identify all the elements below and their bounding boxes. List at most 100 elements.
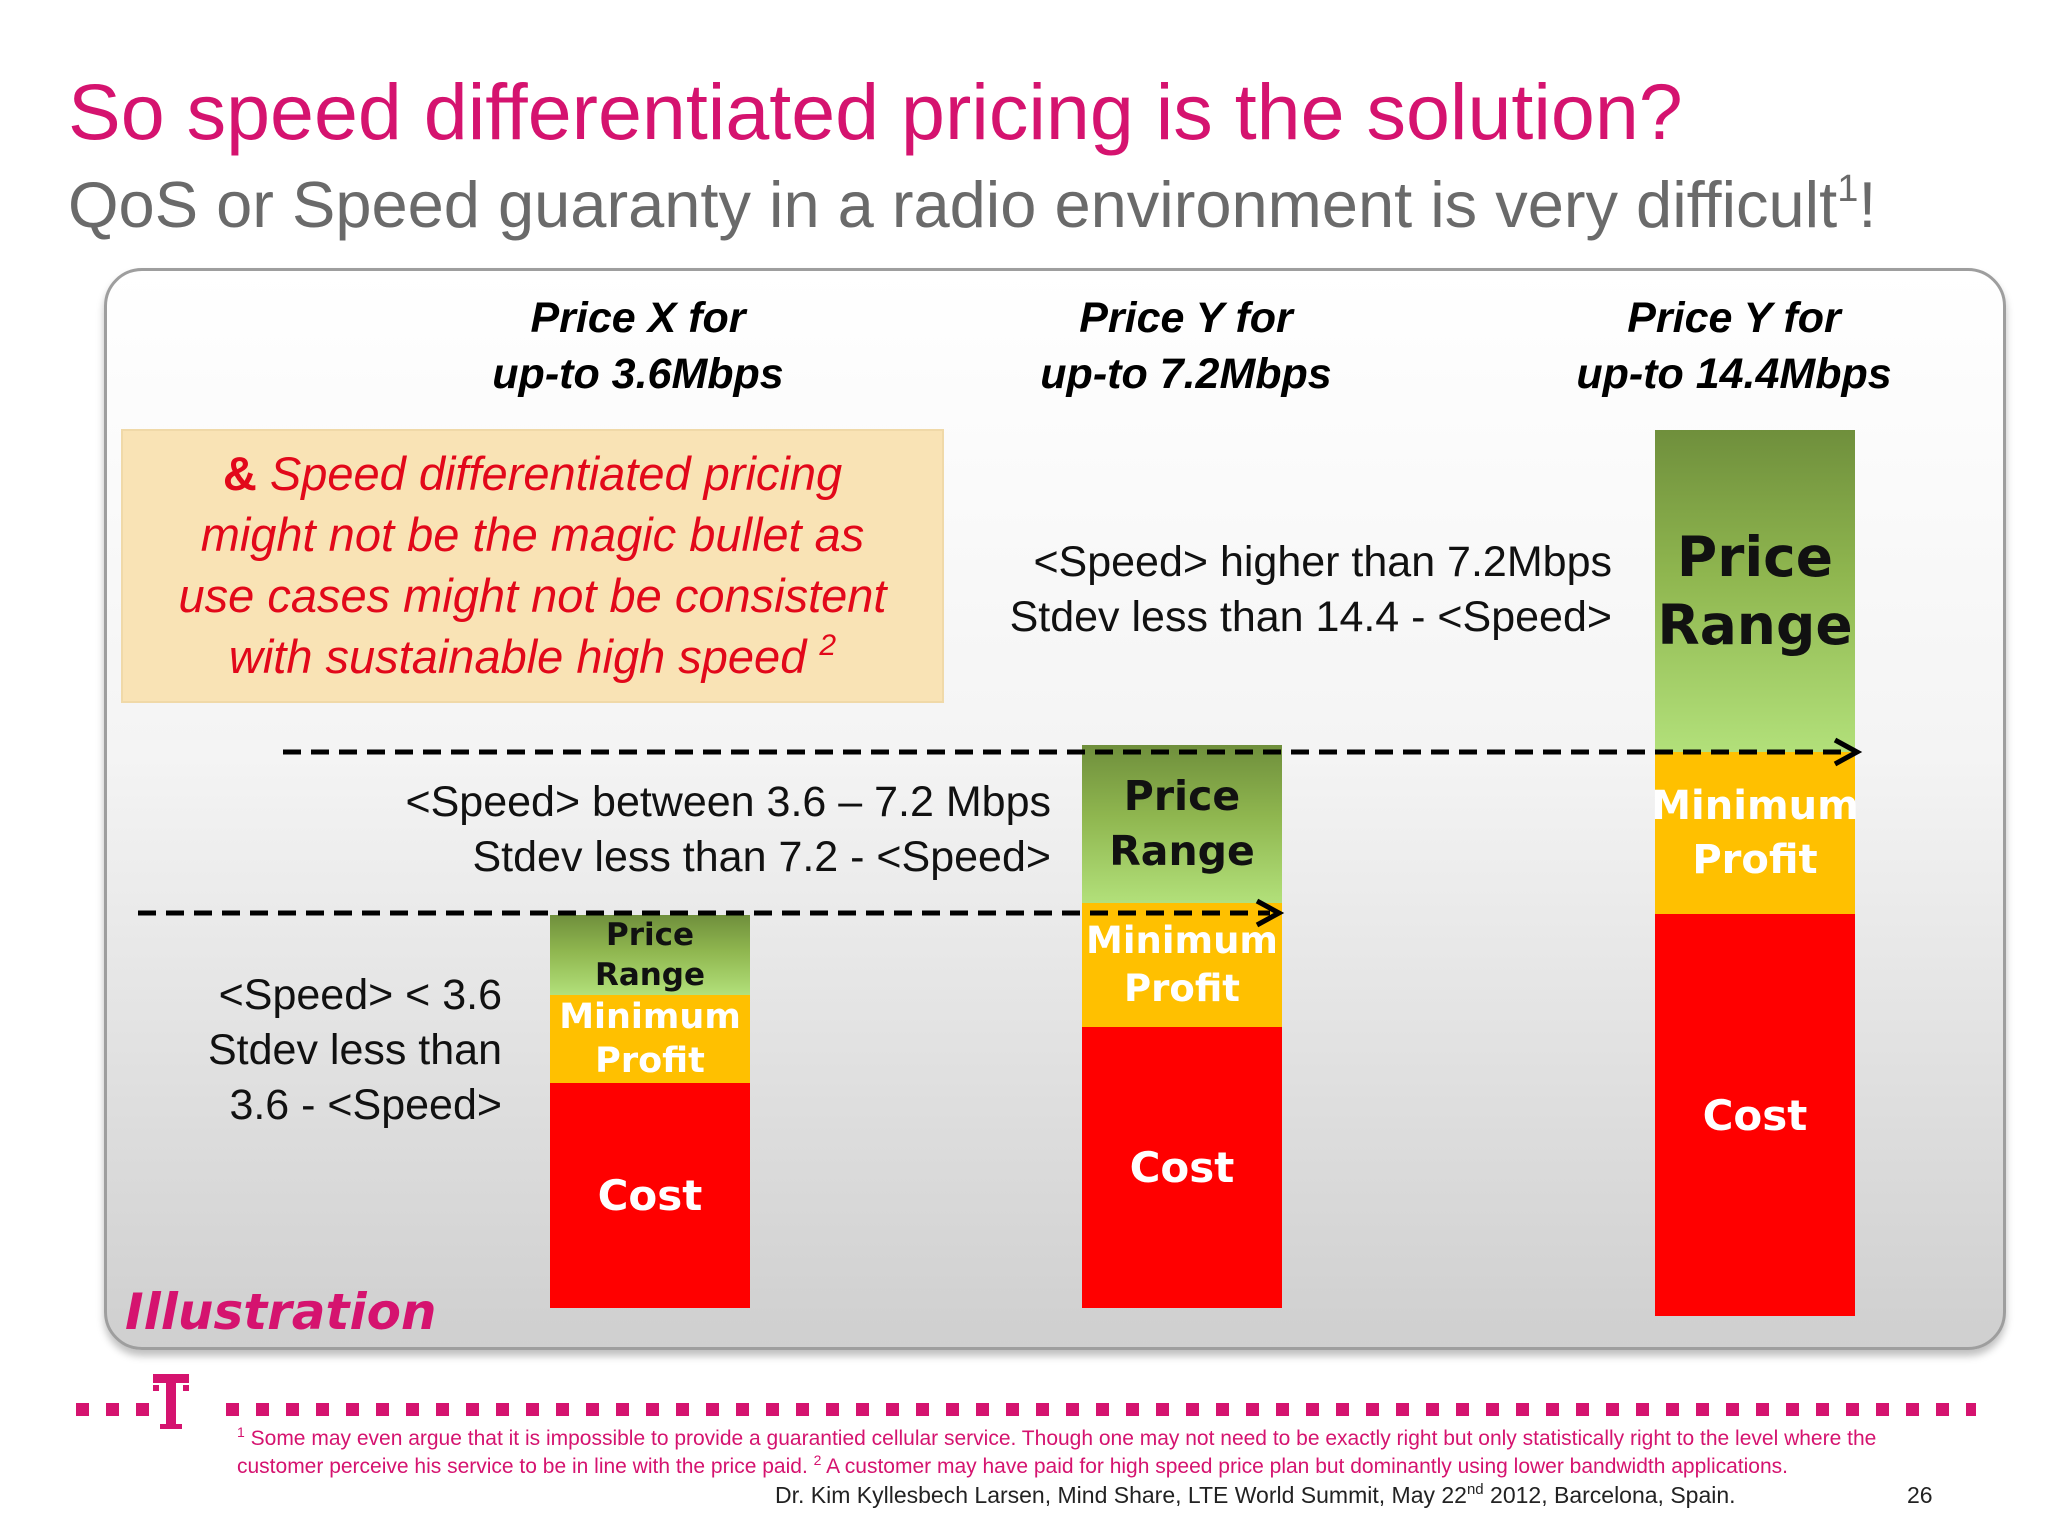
note-low-line1: <Speed> < 3.6 <box>218 971 502 1019</box>
subtitle-footnote-ref: 1 <box>1837 168 1859 210</box>
footer-dot <box>526 1403 539 1416</box>
footnote-ref-2: 2 <box>813 1452 822 1468</box>
footer-dot <box>1786 1403 1799 1416</box>
col2-price-range: Price Range <box>1082 745 1282 903</box>
credit-text: Dr. Kim Kyllesbech Larsen, Mind Share, L… <box>775 1482 1467 1508</box>
footer-dot <box>1486 1403 1499 1416</box>
page-subtitle: QoS or Speed guaranty in a radio environ… <box>68 170 1876 237</box>
column-header-2-line2: up-to 7.2Mbps <box>1040 350 1332 398</box>
credit-ordinal: nd <box>1466 1481 1484 1498</box>
callout-line2: might not be the magic bullet as <box>200 508 865 561</box>
column-header-3-line1: Price Y for <box>1627 294 1841 342</box>
note-low-line3: 3.6 - <Speed> <box>217 1081 502 1129</box>
note-mid-line1: <Speed> between 3.6 – 7.2 Mbps <box>405 778 1051 826</box>
note-high-line2: Stdev less than 14.4 - <Speed> <box>1009 593 1612 641</box>
column-header-3: Price Y for up-to 14.4Mbps <box>1524 290 1944 402</box>
col3-minimum-profit: Minimum Profit <box>1651 752 1859 914</box>
footer-dot <box>736 1403 749 1416</box>
footer-dot <box>1066 1403 1079 1416</box>
footer-dot <box>256 1403 269 1416</box>
footer-dot <box>976 1403 989 1416</box>
footer-dot <box>1126 1403 1139 1416</box>
footer-dot <box>1366 1403 1379 1416</box>
footer-dot <box>1276 1403 1289 1416</box>
upper-dashed-arrow <box>283 737 1863 767</box>
lower-dashed-arrow <box>138 898 1285 928</box>
footer-dot <box>856 1403 869 1416</box>
footer-dot <box>826 1403 839 1416</box>
footnote-text-2: A customer may have paid for high speed … <box>821 1455 1788 1478</box>
callout-footnote-ref: 2 <box>819 629 837 662</box>
footer-dot <box>1186 1403 1199 1416</box>
callout-line1: Speed differentiated pricing <box>256 447 843 500</box>
footer-dot <box>1156 1403 1169 1416</box>
footer-dot <box>286 1403 299 1416</box>
footer-dot <box>1726 1403 1739 1416</box>
footer-dot <box>1606 1403 1619 1416</box>
footer-dot <box>946 1403 959 1416</box>
telekom-logo-icon <box>153 1374 189 1429</box>
column-header-2-line1: Price Y for <box>1079 294 1293 342</box>
footer-dot <box>1006 1403 1019 1416</box>
callout-box: & Speed differentiated pricing might not… <box>121 429 944 703</box>
column-header-3-line2: up-to 14.4Mbps <box>1576 350 1892 398</box>
footer-dot <box>646 1403 659 1416</box>
footer-dot <box>1696 1403 1709 1416</box>
page-title: So speed differentiated pricing is the s… <box>68 67 1683 156</box>
note-low-line2: Stdev less than <box>207 1026 502 1074</box>
footer-dot <box>586 1403 599 1416</box>
note-mid-line2: Stdev less than 7.2 - <Speed> <box>472 833 1051 881</box>
footer-dot <box>1636 1403 1649 1416</box>
footer-dot <box>1216 1403 1229 1416</box>
note-high-speed: <Speed> higher than 7.2Mbps Stdev less t… <box>1010 535 1612 645</box>
col1-cost: Cost <box>550 1083 750 1308</box>
footer-dot <box>136 1403 149 1416</box>
col3-price-range: Price Range <box>1655 430 1855 752</box>
callout-line4: with sustainable high speed <box>228 630 820 683</box>
footer-dot <box>1966 1403 1976 1416</box>
footnote-text: 1 Some may even argue that it is impossi… <box>237 1425 1887 1481</box>
column-header-1-line2: up-to 3.6Mbps <box>492 350 784 398</box>
footer-dotted-line <box>76 1403 1976 1416</box>
credit-text-end: 2012, Barcelona, Spain. <box>1483 1482 1736 1508</box>
footer-dot <box>1456 1403 1469 1416</box>
footer-dot <box>1546 1403 1559 1416</box>
callout-text: & Speed differentiated pricing might not… <box>123 431 942 687</box>
footer-dot <box>1876 1403 1889 1416</box>
col3-cost: Cost <box>1655 914 1855 1316</box>
footnote-text-1: Some may even argue that it is impossibl… <box>237 1427 1877 1478</box>
footer-dot <box>796 1403 809 1416</box>
footer-dot <box>1936 1403 1949 1416</box>
presenter-credit: Dr. Kim Kyllesbech Larsen, Mind Share, L… <box>775 1482 1736 1509</box>
subtitle-text: QoS or Speed guaranty in a radio environ… <box>68 168 1838 241</box>
callout-line3: use cases might not be consistent <box>178 569 887 622</box>
col1-price-range: Price Range <box>550 915 750 995</box>
column-header-1-line1: Price X for <box>530 294 746 342</box>
footer-dot <box>1306 1403 1319 1416</box>
footnote-ref-1: 1 <box>237 1424 245 1440</box>
note-low-speed: <Speed> < 3.6 Stdev less than 3.6 - <Spe… <box>208 968 502 1133</box>
footer-dot <box>1906 1403 1919 1416</box>
footer-dot <box>616 1403 629 1416</box>
footer-dot <box>76 1403 89 1416</box>
col2-minimum-profit: Minimum Profit <box>1082 903 1282 1027</box>
illustration-label: Illustration <box>125 1283 437 1341</box>
footer-dot <box>1246 1403 1259 1416</box>
footer-dot <box>316 1403 329 1416</box>
subtitle-end: ! <box>1858 168 1877 241</box>
callout-ampersand: & <box>222 447 257 500</box>
footer-dot <box>706 1403 719 1416</box>
footer-dot <box>1816 1403 1829 1416</box>
footer-dot <box>1096 1403 1109 1416</box>
footer-dot <box>1036 1403 1049 1416</box>
footer-dot <box>226 1403 239 1416</box>
footer-dot <box>916 1403 929 1416</box>
footer-dot <box>1756 1403 1769 1416</box>
footer-dot <box>496 1403 509 1416</box>
footer-dot <box>436 1403 449 1416</box>
page-number: 26 <box>1907 1482 1933 1508</box>
footer-dot <box>1336 1403 1349 1416</box>
footer-dot <box>1516 1403 1529 1416</box>
footer-dot <box>886 1403 899 1416</box>
